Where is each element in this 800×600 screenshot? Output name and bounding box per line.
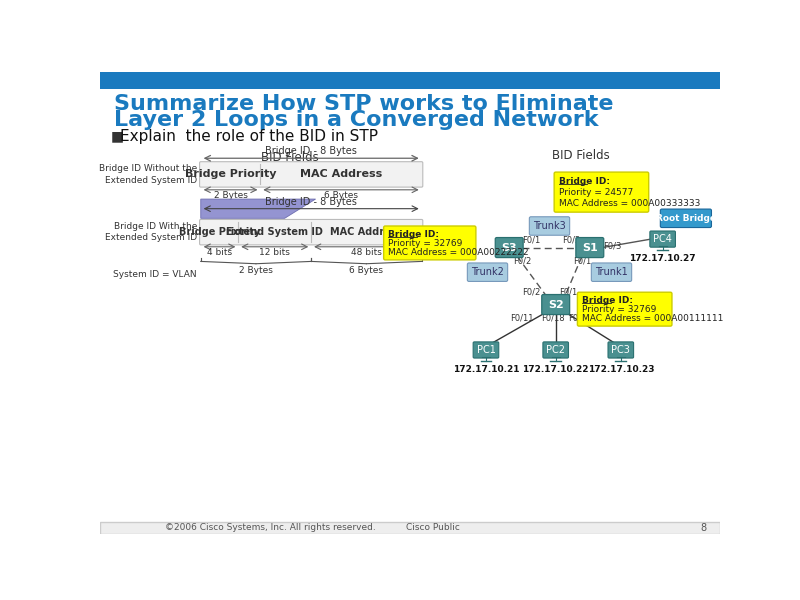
Text: 8: 8	[700, 523, 706, 533]
Text: Layer 2 Loops in a Converged Network: Layer 2 Loops in a Converged Network	[114, 110, 598, 130]
Text: 6 Bytes: 6 Bytes	[324, 191, 358, 200]
Text: S1: S1	[582, 242, 598, 253]
Text: Bridge ID With the
Extended System ID: Bridge ID With the Extended System ID	[105, 222, 197, 242]
Text: Trunk2: Trunk2	[471, 267, 504, 277]
Text: F0/1: F0/1	[558, 288, 577, 297]
Text: 172.17.10.23: 172.17.10.23	[587, 365, 654, 374]
FancyBboxPatch shape	[660, 209, 711, 227]
Text: F0/1: F0/1	[573, 257, 591, 266]
FancyBboxPatch shape	[543, 342, 569, 358]
Text: Trunk1: Trunk1	[595, 267, 628, 277]
Text: Bridge ID:: Bridge ID:	[582, 296, 633, 305]
FancyBboxPatch shape	[576, 238, 604, 257]
FancyBboxPatch shape	[530, 217, 570, 235]
Text: F0/1: F0/1	[522, 235, 541, 244]
FancyBboxPatch shape	[199, 220, 422, 245]
Text: MAC Address: MAC Address	[300, 169, 382, 179]
Text: MAC Address: MAC Address	[330, 227, 402, 237]
Bar	[100, 521, 720, 534]
Text: Bridge ID:: Bridge ID:	[558, 177, 610, 186]
FancyBboxPatch shape	[199, 162, 422, 187]
Text: 2 Bytes: 2 Bytes	[214, 191, 247, 200]
FancyBboxPatch shape	[591, 263, 632, 281]
Text: BID Fields: BID Fields	[552, 149, 610, 162]
Text: PC1: PC1	[477, 345, 495, 355]
Text: ■: ■	[111, 129, 124, 143]
FancyBboxPatch shape	[467, 263, 508, 281]
Text: S3: S3	[502, 242, 517, 253]
FancyBboxPatch shape	[473, 342, 498, 358]
Text: MAC Address = 000A00111111: MAC Address = 000A00111111	[582, 314, 723, 323]
Text: Bridge ID - 8 Bytes: Bridge ID - 8 Bytes	[266, 146, 357, 156]
Polygon shape	[201, 199, 316, 218]
FancyBboxPatch shape	[554, 172, 649, 212]
Text: F0/11: F0/11	[510, 313, 534, 322]
Text: Bridge Priority: Bridge Priority	[185, 169, 276, 179]
Text: Root Bridge: Root Bridge	[656, 214, 716, 223]
Text: Bridge Priority: Bridge Priority	[179, 227, 260, 237]
Text: PC4: PC4	[654, 234, 672, 244]
Text: MAC Address = 000A00333333: MAC Address = 000A00333333	[558, 199, 700, 208]
FancyBboxPatch shape	[495, 238, 523, 257]
Text: F0/2: F0/2	[562, 235, 580, 244]
Bar	[100, 72, 720, 89]
Text: MAC Address = 000A00222222: MAC Address = 000A00222222	[388, 248, 529, 257]
Text: Extend System ID: Extend System ID	[226, 227, 323, 237]
Text: Priority = 32769: Priority = 32769	[582, 305, 657, 314]
Text: 48 bits: 48 bits	[351, 248, 382, 257]
FancyBboxPatch shape	[650, 231, 675, 247]
FancyBboxPatch shape	[542, 295, 570, 314]
Text: 2 Bytes: 2 Bytes	[239, 266, 273, 275]
Text: 172.17.10.27: 172.17.10.27	[630, 254, 696, 263]
Text: BID Fields: BID Fields	[261, 151, 318, 164]
Text: Bridge ID:: Bridge ID:	[388, 230, 439, 239]
Text: F0/2: F0/2	[522, 288, 540, 297]
FancyBboxPatch shape	[608, 342, 634, 358]
Text: ©2006 Cisco Systems, Inc. All rights reserved.: ©2006 Cisco Systems, Inc. All rights res…	[165, 523, 376, 532]
Text: 6 Bytes: 6 Bytes	[350, 266, 383, 275]
Text: F0/2: F0/2	[513, 257, 531, 266]
FancyBboxPatch shape	[578, 292, 672, 326]
Text: 172.17.10.21: 172.17.10.21	[453, 365, 519, 374]
Text: Bridge ID Without the
Extended System ID: Bridge ID Without the Extended System ID	[98, 164, 197, 185]
FancyBboxPatch shape	[384, 226, 476, 260]
Text: 172.17.10.22: 172.17.10.22	[522, 365, 589, 374]
Text: Priority = 32769: Priority = 32769	[388, 239, 462, 248]
Text: F0/3: F0/3	[603, 242, 622, 251]
Text: Summarize How STP works to Eliminate: Summarize How STP works to Eliminate	[114, 94, 614, 113]
Text: Explain  the role of the BID in STP: Explain the role of the BID in STP	[120, 129, 378, 144]
Text: 4 bits: 4 bits	[207, 248, 232, 257]
Text: F0/6: F0/6	[568, 313, 586, 322]
Text: F0/18: F0/18	[541, 313, 565, 322]
Text: System ID = VLAN: System ID = VLAN	[114, 270, 197, 279]
Text: PC3: PC3	[611, 345, 630, 355]
Text: Cisco Public: Cisco Public	[406, 523, 460, 532]
Text: Priority = 24577: Priority = 24577	[558, 188, 633, 197]
Text: PC2: PC2	[546, 345, 565, 355]
Text: Trunk3: Trunk3	[533, 221, 566, 231]
Text: Bridge ID - 8 Bytes: Bridge ID - 8 Bytes	[266, 197, 357, 207]
Text: 12 bits: 12 bits	[259, 248, 290, 257]
Text: S2: S2	[548, 299, 563, 310]
